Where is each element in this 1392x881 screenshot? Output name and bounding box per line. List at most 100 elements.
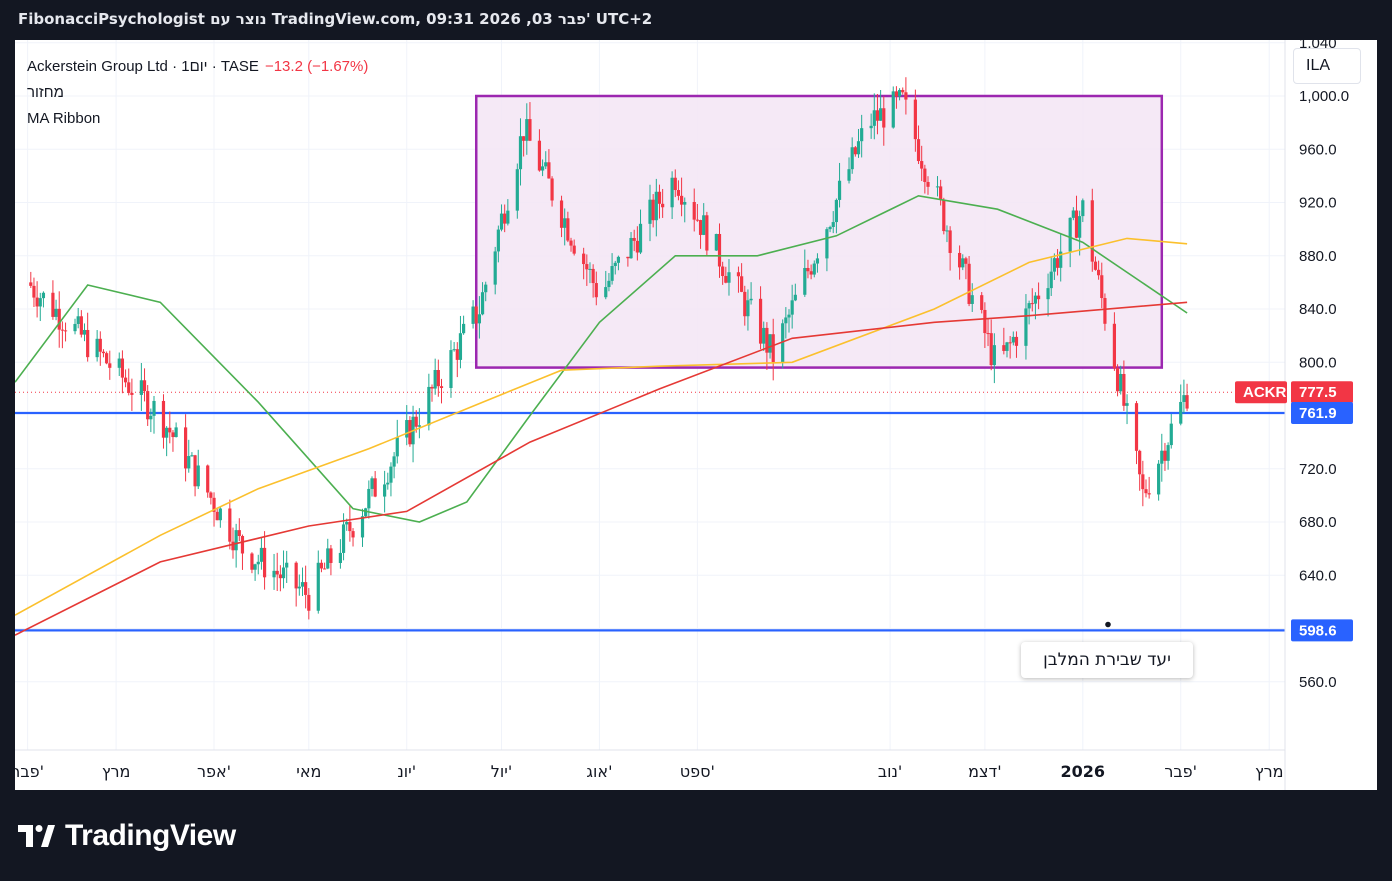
candle-body bbox=[879, 108, 883, 121]
candle-body bbox=[1147, 493, 1151, 495]
candle-body bbox=[1036, 295, 1041, 300]
candle-body bbox=[983, 309, 987, 334]
candle-body bbox=[73, 323, 77, 332]
candle-body bbox=[76, 316, 80, 324]
price-tick-label: 720.0 bbox=[1299, 461, 1337, 478]
candle-body bbox=[1033, 295, 1038, 304]
candle-body bbox=[1160, 450, 1164, 464]
candle-body bbox=[60, 329, 64, 331]
time-tick-label: נוב' bbox=[878, 762, 902, 781]
candle-body bbox=[948, 230, 952, 253]
candle-body bbox=[503, 213, 507, 224]
candle-body bbox=[1046, 288, 1050, 300]
candle-body bbox=[525, 119, 529, 141]
candle-body bbox=[537, 140, 542, 171]
candle-body bbox=[964, 258, 968, 264]
candle-body bbox=[196, 465, 200, 487]
candle-body bbox=[149, 415, 153, 420]
time-tick-label: יונ' bbox=[397, 762, 416, 781]
candle-body bbox=[373, 478, 377, 497]
candle-body bbox=[389, 466, 393, 483]
candle-body bbox=[967, 263, 971, 304]
candle-body bbox=[152, 400, 156, 416]
price-chart[interactable]: 1,040 1,000.0 960.0 920.0 880.0 840.0 800.0 720… bbox=[15, 40, 1377, 790]
candle-body bbox=[63, 330, 68, 332]
candle-body bbox=[262, 547, 267, 578]
price-tick-label: 680.0 bbox=[1299, 514, 1337, 531]
candle-body bbox=[970, 295, 974, 304]
candle-body bbox=[815, 258, 820, 264]
time-tick-label: 2026 bbox=[1061, 762, 1106, 781]
candle-body bbox=[35, 297, 39, 307]
candle-body bbox=[1166, 445, 1170, 461]
candle-body bbox=[319, 562, 324, 569]
tradingview-logo[interactable]: TradingView bbox=[18, 818, 236, 854]
currency-selector[interactable]: ILA bbox=[1293, 48, 1361, 84]
range-rectangle[interactable] bbox=[474, 94, 1164, 369]
candle-body bbox=[588, 268, 592, 270]
candle-body bbox=[383, 484, 387, 497]
candle-body bbox=[130, 392, 134, 395]
moving-average-line bbox=[15, 194, 1188, 523]
candle-body bbox=[218, 508, 222, 521]
candle-body bbox=[206, 465, 210, 493]
candle-body bbox=[657, 191, 662, 204]
candle-body bbox=[743, 291, 747, 317]
candle-body bbox=[585, 264, 589, 270]
price-tick-label: 800.0 bbox=[1299, 354, 1337, 371]
candle-body bbox=[629, 237, 633, 259]
candle-body bbox=[856, 141, 861, 155]
candle-body bbox=[1122, 373, 1126, 406]
level-price-label: 598.6 bbox=[1299, 622, 1337, 639]
candle-body bbox=[123, 377, 128, 383]
symbol-info[interactable]: Ackerstein Group Ltd · 1יום · TASE bbox=[27, 58, 259, 75]
candle-body bbox=[992, 345, 996, 366]
candle-body bbox=[837, 180, 842, 200]
moving-average-line bbox=[15, 301, 1188, 636]
price-tick-label: 1,000.0 bbox=[1299, 88, 1349, 105]
level-price-label-bg bbox=[1291, 401, 1353, 424]
candle-body bbox=[449, 350, 453, 389]
candle-body bbox=[1059, 251, 1063, 268]
chart-panel[interactable]: 1,040 1,000.0 960.0 920.0 880.0 840.0 800.0 720… bbox=[15, 40, 1377, 790]
candle-body bbox=[120, 358, 125, 378]
candle-body bbox=[1093, 261, 1098, 270]
candle-body bbox=[939, 186, 943, 201]
candle-body bbox=[364, 508, 368, 517]
time-tick-label: אפר' bbox=[197, 762, 231, 781]
candle-body bbox=[705, 215, 709, 251]
candle-body bbox=[518, 136, 523, 170]
time-tick-label: פבר' bbox=[15, 762, 44, 781]
candle-body bbox=[101, 351, 106, 354]
candle-body bbox=[550, 178, 554, 201]
candle-body bbox=[142, 380, 147, 392]
candle-body bbox=[834, 199, 838, 223]
candle-body bbox=[740, 276, 744, 292]
annotation-anchor-dot bbox=[1105, 621, 1111, 628]
symbol-price-tag: ACKR bbox=[1243, 384, 1286, 401]
price-tick-label: 640.0 bbox=[1299, 567, 1337, 584]
candle-body bbox=[1074, 210, 1079, 238]
candle-body bbox=[591, 268, 595, 284]
ma-ribbon-indicator-label[interactable]: MA Ribbon bbox=[27, 110, 101, 127]
candle-body bbox=[828, 226, 832, 230]
candle-body bbox=[920, 161, 924, 169]
candle-body bbox=[1005, 342, 1009, 351]
candle-body bbox=[250, 553, 254, 570]
candle-body bbox=[958, 252, 962, 268]
candle-body bbox=[594, 283, 598, 298]
candle-body bbox=[613, 262, 617, 267]
candle-body bbox=[471, 306, 475, 324]
time-tick-label: יול' bbox=[491, 762, 512, 781]
price-tick-label: 880.0 bbox=[1299, 248, 1337, 265]
candle-body bbox=[117, 358, 121, 368]
candle-body bbox=[329, 548, 333, 563]
candle-body bbox=[702, 215, 706, 235]
symbol-price-tag-bg bbox=[1235, 381, 1287, 404]
candle-body bbox=[433, 370, 437, 389]
volume-indicator-label[interactable]: מחזור bbox=[27, 84, 64, 101]
candle-body bbox=[569, 240, 573, 246]
target-annotation[interactable]: יעד שבירת המלבן bbox=[1021, 642, 1193, 678]
time-tick-label: פבר' bbox=[1164, 762, 1197, 781]
candle-body bbox=[452, 349, 456, 351]
